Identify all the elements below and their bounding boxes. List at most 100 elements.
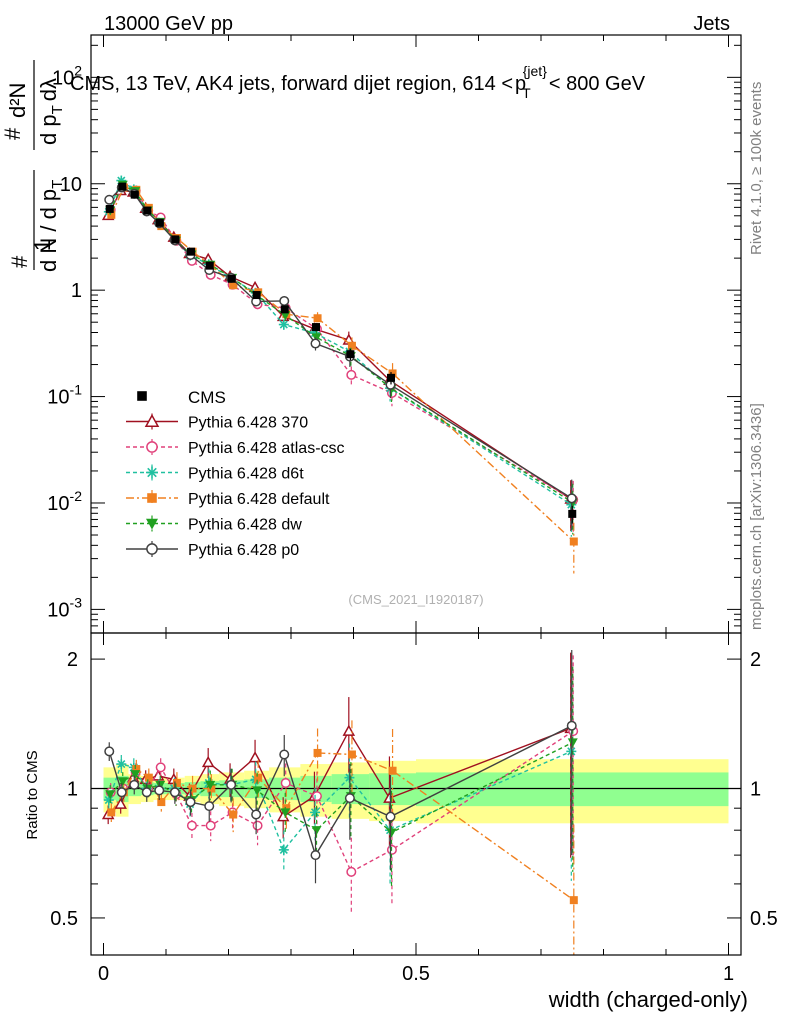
series-1-ratio-point xyxy=(346,866,357,877)
series-3-ratio-point xyxy=(207,784,216,793)
series-3-ratio-point xyxy=(347,750,356,759)
legend-marker-cms xyxy=(137,391,147,401)
legend-marker-2-stroke xyxy=(147,467,157,478)
series-3-point xyxy=(569,537,578,546)
series-0-ratio-point xyxy=(114,797,127,809)
data-point xyxy=(252,291,261,300)
svg-text:#: # xyxy=(0,127,25,140)
series-4-ratio-point xyxy=(155,780,166,790)
series-5-ratio-point xyxy=(116,787,127,798)
series-5-ratio-point xyxy=(185,797,196,808)
ratio-ylabel: Ratio to CMS xyxy=(24,750,41,839)
legend-label-2: Pythia 6.428 d6t xyxy=(188,466,304,483)
legend-marker-0 xyxy=(144,413,160,428)
ratio-y-tick-label-left: 0.5 xyxy=(50,908,78,930)
svg-text:d²N: d²N xyxy=(5,83,30,118)
series-3-ratio-point xyxy=(107,808,116,817)
svg-text:#: # xyxy=(7,255,32,268)
data-point xyxy=(280,305,289,314)
legend-marker-2 xyxy=(146,466,158,479)
data-point xyxy=(105,204,114,213)
series-5-ratio-point xyxy=(154,785,165,796)
series-2-point-stroke xyxy=(279,320,288,329)
x-axis-label: width (charged-only) xyxy=(548,987,748,1012)
series-3-ratio-point xyxy=(229,810,238,819)
series-4-ratio-point xyxy=(386,828,397,838)
series-4-ratio-point xyxy=(252,786,263,796)
y-tick-label: 10-2 xyxy=(47,488,82,515)
data-point xyxy=(171,235,180,244)
series-3-point xyxy=(347,341,356,350)
series-5-ratio-point xyxy=(129,779,140,790)
series-5-ratio-point xyxy=(169,787,180,798)
series-1-point xyxy=(346,369,357,380)
data-point xyxy=(143,206,152,215)
series-1-ratio-point xyxy=(205,820,216,831)
ylabel-den-1: d N / d p xyxy=(36,189,61,272)
series-3-point xyxy=(229,281,238,290)
series-5-ratio-point xyxy=(385,811,396,822)
series-3-point xyxy=(313,314,322,323)
legend-label-3: Pythia 6.428 default xyxy=(188,491,330,508)
legend-marker-3 xyxy=(147,493,157,503)
series-2-ratio-point xyxy=(278,844,289,855)
series-5-ratio-point xyxy=(104,746,115,757)
data-point xyxy=(118,182,127,191)
analysis-watermark: (CMS_2021_I1920187) xyxy=(348,592,483,607)
ylabel-hash-2: # xyxy=(0,127,25,140)
data-point xyxy=(312,323,320,332)
series-5-ratio-point xyxy=(204,801,215,812)
series-3-ratio-point xyxy=(313,748,322,757)
data-point xyxy=(346,350,355,359)
x-tick-label: 0.5 xyxy=(402,963,430,985)
series-1-ratio-point xyxy=(186,820,197,831)
ylabel-den-1-sub: T xyxy=(49,180,66,189)
series-2-ratio-point xyxy=(116,759,127,770)
legend-marker-5 xyxy=(146,543,158,555)
svg-text:1: 1 xyxy=(30,239,55,251)
series-5-ratio-point xyxy=(310,850,321,861)
mcplots-label: mcplots.cern.ch [arXiv:1306.3436] xyxy=(748,403,765,630)
series-5-ratio-point xyxy=(566,720,577,731)
series-3-point xyxy=(107,210,116,219)
series-4-ratio-point xyxy=(567,738,578,748)
ylabel-den-2-end: dλ xyxy=(36,78,61,101)
series-2-point xyxy=(278,319,289,330)
series-0-ratio-point xyxy=(342,724,356,736)
series-3-point xyxy=(388,369,397,378)
data-point xyxy=(227,274,236,283)
ratio-frame xyxy=(90,632,742,956)
series-5-point xyxy=(104,194,115,205)
series-4-point xyxy=(311,333,322,343)
title-text: CMS, 13 TeV, AK4 jets, forward dijet reg… xyxy=(70,73,513,95)
title-p: p xyxy=(515,73,526,95)
series-0-ratio-point xyxy=(201,755,215,768)
series-2-ratio-point-stroke xyxy=(279,845,288,854)
series-4-ratio-point xyxy=(105,790,116,800)
series-3-ratio-point xyxy=(282,804,291,813)
series-3-ratio-line xyxy=(110,752,575,901)
legend: CMS Pythia 6.428 370 Pythia 6.428 atlas-cs… xyxy=(126,388,345,559)
chart-title: CMS, 13 TeV, AK4 jets, forward dijet reg… xyxy=(70,63,646,101)
series-3-ratio-point xyxy=(388,766,397,775)
title-sup: {jet} xyxy=(523,63,547,79)
series-3-ratio-point xyxy=(188,784,197,793)
series-4-ratio-point xyxy=(280,808,291,818)
data-point xyxy=(568,509,577,518)
ratio-y-tick-label-left: 2 xyxy=(67,649,78,671)
svg-text:d pTdλ: d pTdλ xyxy=(36,78,66,145)
series-4-ratio-point xyxy=(311,826,322,836)
series-2-ratio-point-stroke xyxy=(104,795,113,805)
data-point xyxy=(205,261,214,270)
ratio-y-tick-label-right: 1 xyxy=(750,779,761,801)
legend-label-1: Pythia 6.428 atlas-csc xyxy=(188,440,345,457)
legend-label-4: Pythia 6.428 dw xyxy=(188,517,302,534)
series-1-ratio-point xyxy=(280,778,291,789)
series-3-ratio-point xyxy=(132,765,141,774)
header-left: 13000 GeV pp xyxy=(104,13,233,35)
series-3-ratio-point xyxy=(172,779,181,788)
series-4-ratio-line xyxy=(109,741,574,834)
y-tick-label: 10 xyxy=(60,174,82,196)
series-5-point xyxy=(566,493,577,504)
series-5-ratio-point xyxy=(251,809,262,820)
